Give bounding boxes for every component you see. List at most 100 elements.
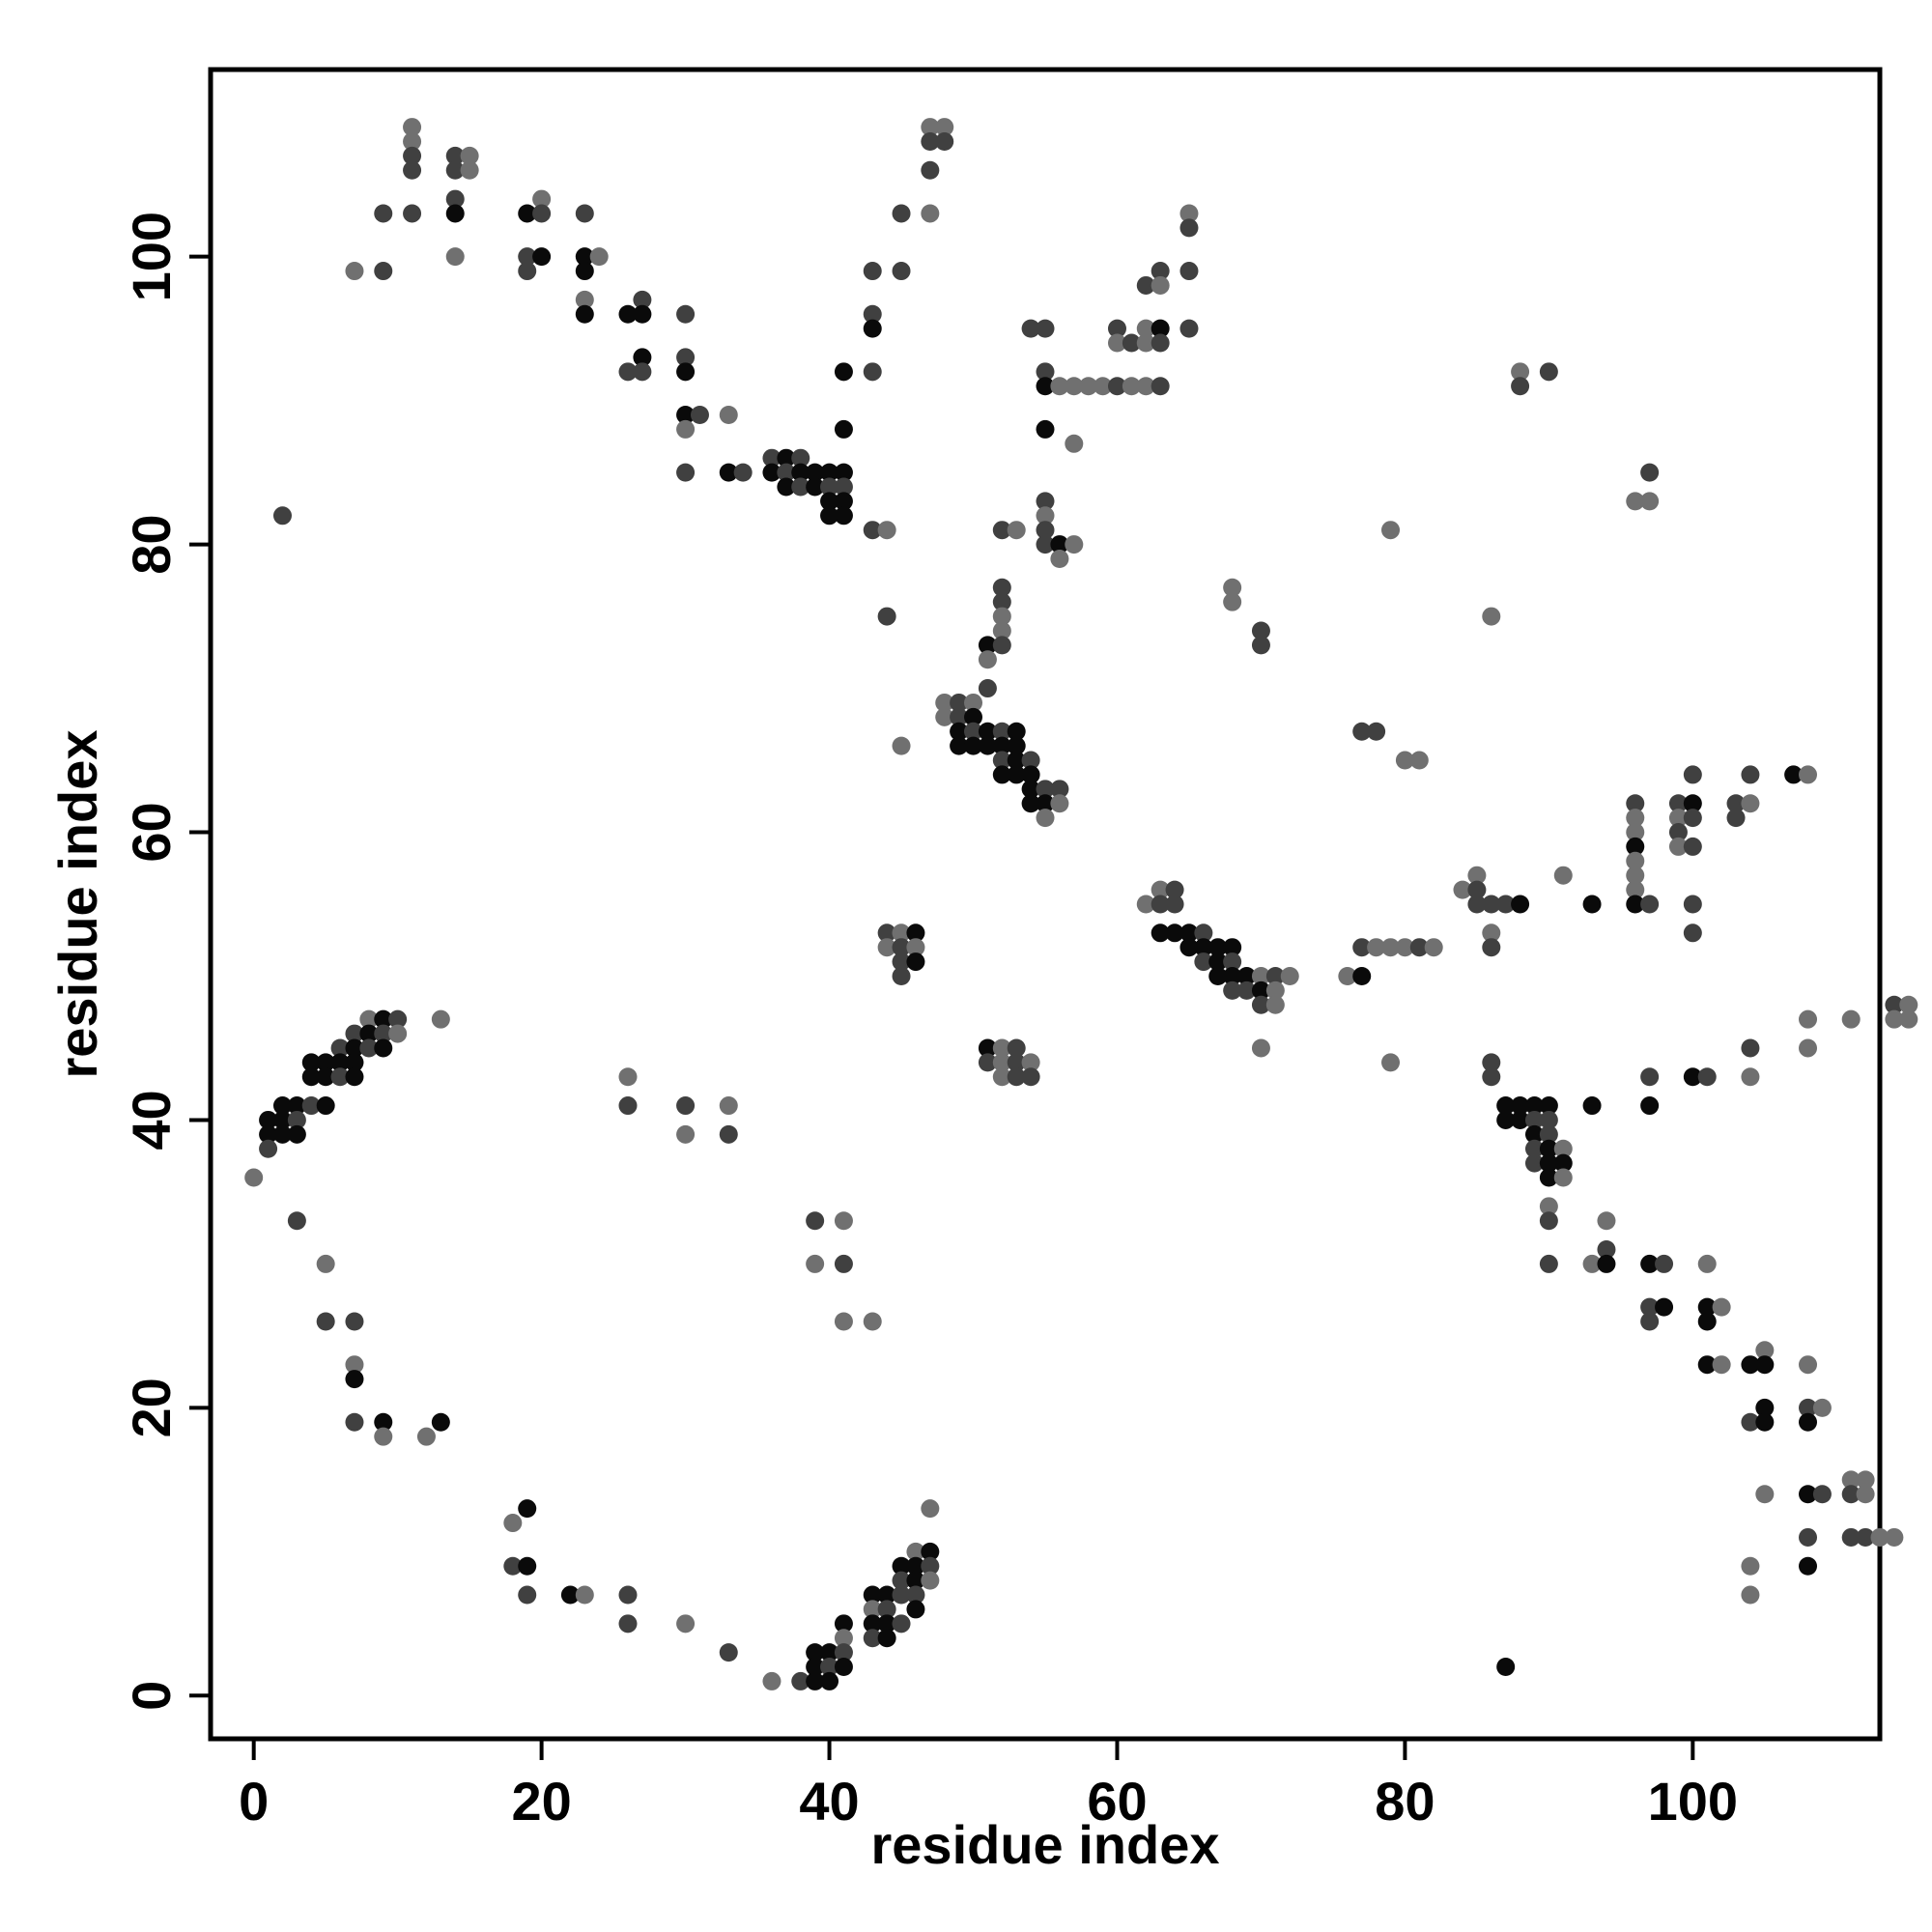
data-point — [1136, 895, 1155, 914]
data-point — [359, 1024, 379, 1043]
data-point — [518, 204, 537, 223]
data-point — [906, 1571, 925, 1590]
data-point — [978, 1053, 997, 1072]
data-point — [834, 362, 853, 382]
data-point — [921, 204, 940, 223]
data-point — [301, 1096, 321, 1116]
data-point — [1640, 463, 1660, 482]
data-point — [575, 262, 594, 281]
data-point — [978, 679, 997, 698]
data-point — [892, 966, 911, 985]
data-point — [1151, 262, 1170, 281]
data-point — [316, 1312, 335, 1331]
data-point — [1036, 780, 1055, 799]
data-point — [388, 1024, 408, 1043]
data-point — [863, 362, 882, 382]
data-point — [892, 1556, 911, 1576]
data-point — [935, 693, 954, 712]
data-point — [1539, 1254, 1558, 1273]
y-tick-label: 80 — [121, 514, 182, 574]
data-point — [1352, 966, 1372, 985]
data-point — [892, 736, 911, 755]
data-point — [992, 765, 1011, 784]
data-point — [1539, 1168, 1558, 1187]
data-point — [1179, 262, 1199, 281]
data-point — [1007, 765, 1026, 784]
data-point — [445, 189, 465, 209]
data-point — [834, 1254, 853, 1273]
data-point — [820, 1671, 839, 1690]
data-point — [1697, 1312, 1717, 1331]
data-point — [1697, 1254, 1717, 1273]
data-point — [1036, 419, 1055, 439]
data-point — [374, 1024, 393, 1043]
data-point — [618, 1096, 638, 1116]
data-point — [1496, 895, 1516, 914]
data-point — [1065, 535, 1084, 554]
data-point — [1511, 377, 1530, 396]
data-point — [1352, 938, 1372, 957]
data-point — [460, 160, 479, 180]
data-point — [806, 1254, 825, 1273]
data-point — [906, 1600, 925, 1619]
data-point — [374, 1412, 393, 1432]
data-point — [1683, 837, 1702, 856]
data-point — [1482, 1067, 1501, 1087]
data-point — [950, 736, 969, 755]
data-point — [719, 1643, 738, 1662]
data-point — [1065, 377, 1084, 396]
data-point — [877, 938, 896, 957]
data-point — [445, 204, 465, 223]
data-point — [518, 1499, 537, 1519]
data-point — [1626, 823, 1645, 842]
data-point — [921, 118, 940, 137]
data-point — [1524, 1153, 1544, 1173]
data-point — [1179, 204, 1199, 223]
data-point — [1524, 1096, 1544, 1116]
data-point — [330, 1038, 350, 1058]
data-point — [1841, 1527, 1861, 1547]
data-point — [1856, 1527, 1875, 1547]
data-point — [1741, 1556, 1760, 1576]
data-point — [834, 1211, 853, 1231]
data-point — [863, 319, 882, 338]
data-point — [777, 448, 796, 468]
data-point — [316, 1096, 335, 1116]
data-point — [1640, 1297, 1660, 1317]
data-point — [676, 419, 696, 439]
data-point — [1036, 377, 1055, 396]
data-point — [1539, 1110, 1558, 1129]
data-point — [1194, 952, 1213, 972]
data-point — [560, 1585, 580, 1605]
data-point — [921, 131, 940, 151]
data-point — [1007, 1038, 1026, 1058]
data-point — [935, 118, 954, 137]
data-point — [1539, 362, 1558, 382]
data-point — [1683, 923, 1702, 943]
data-point — [1582, 895, 1602, 914]
data-point — [1683, 895, 1702, 914]
data-point — [589, 247, 609, 267]
data-point — [1640, 492, 1660, 511]
data-point — [1395, 938, 1414, 957]
x-tick-label: 100 — [1648, 1771, 1738, 1832]
data-point — [518, 262, 537, 281]
data-point — [575, 304, 594, 324]
data-point — [892, 262, 911, 281]
data-point — [921, 1499, 940, 1519]
y-tick-label: 0 — [121, 1681, 182, 1711]
data-point — [992, 578, 1011, 597]
data-point — [791, 477, 810, 497]
data-point — [287, 1211, 306, 1231]
data-point — [1251, 1038, 1270, 1058]
data-point — [532, 189, 552, 209]
data-point — [1511, 362, 1530, 382]
data-point — [1482, 895, 1501, 914]
data-point — [1597, 1240, 1616, 1260]
data-point — [834, 492, 853, 511]
data-point — [1626, 895, 1645, 914]
data-point — [1683, 765, 1702, 784]
data-point — [1136, 319, 1155, 338]
data-point — [906, 938, 925, 957]
data-point — [676, 362, 696, 382]
